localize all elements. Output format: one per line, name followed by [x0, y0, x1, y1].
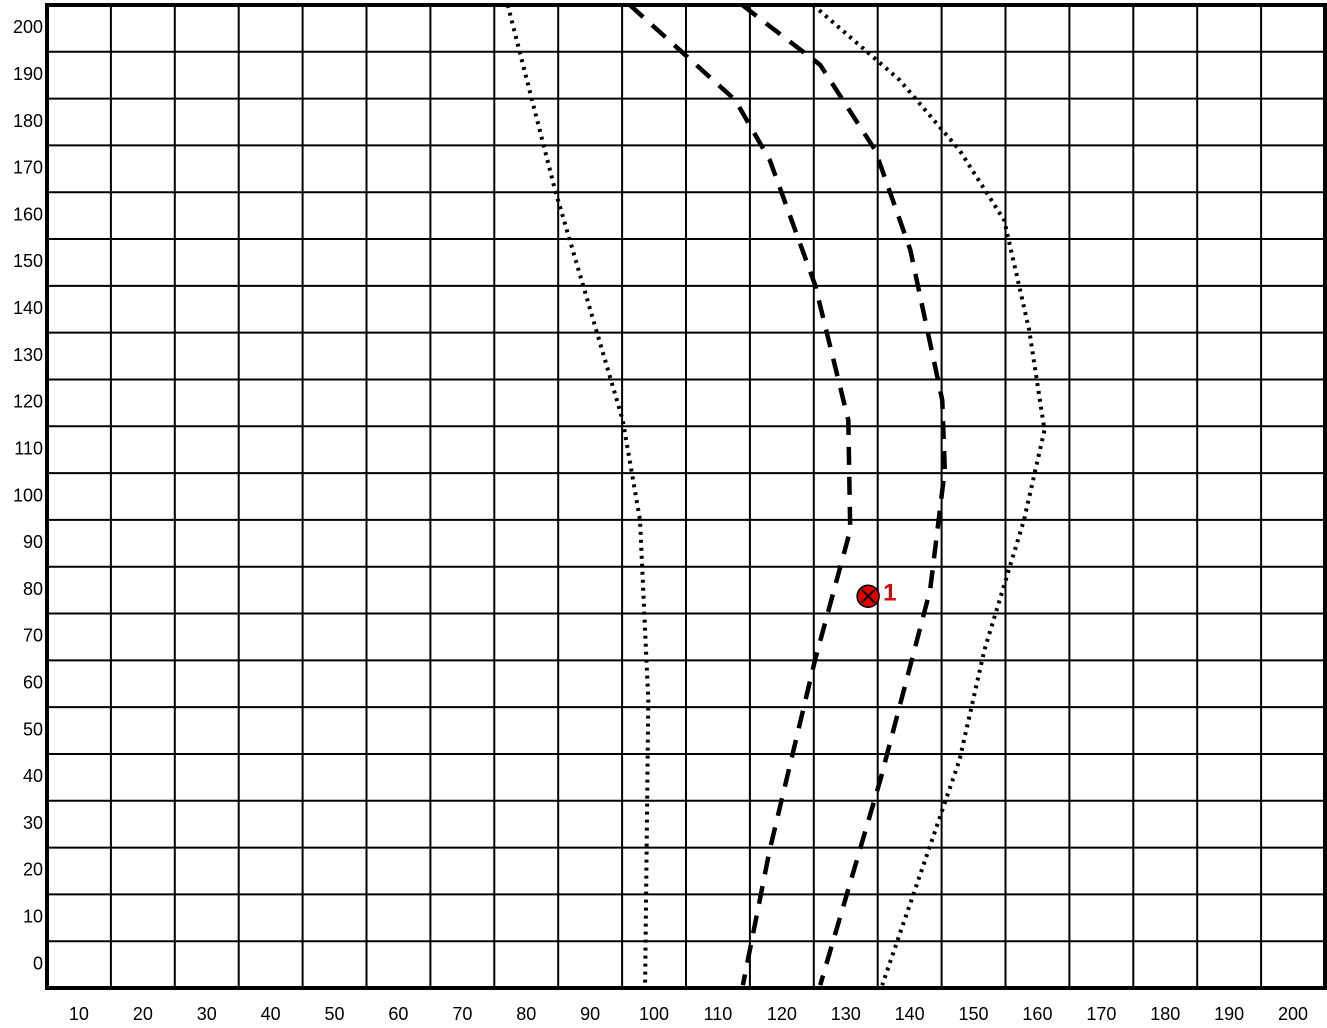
x-tick-label: 50	[325, 1004, 345, 1024]
plot-area	[505, 5, 1047, 986]
x-tick-label: 200	[1278, 1004, 1308, 1024]
x-tick-label: 10	[69, 1004, 89, 1024]
x-tick-label: 120	[767, 1004, 797, 1024]
x-tick-label: 150	[959, 1004, 989, 1024]
x-tick-label: 180	[1150, 1004, 1180, 1024]
x-tick-label: 80	[516, 1004, 536, 1024]
y-tick-label: 50	[23, 719, 43, 739]
curve	[811, 5, 1047, 986]
x-tick-label: 140	[895, 1004, 925, 1024]
x-tick-label: 40	[261, 1004, 281, 1024]
y-tick-label: 140	[13, 298, 43, 318]
x-tick-label: 160	[1022, 1004, 1052, 1024]
x-tick-label: 70	[452, 1004, 472, 1024]
x-tick-label: 90	[580, 1004, 600, 1024]
y-tick-label: 100	[13, 485, 43, 505]
y-tick-label: 40	[23, 766, 43, 786]
x-tick-label: 110	[704, 1004, 733, 1024]
y-tick-label: 10	[23, 907, 43, 927]
x-tick-label: 130	[831, 1004, 861, 1024]
x-tick-label: 30	[197, 1004, 217, 1024]
y-tick-label: 180	[13, 111, 43, 131]
y-tick-label: 150	[13, 251, 43, 271]
point-cross	[860, 588, 876, 604]
x-tick-label: 100	[639, 1004, 669, 1024]
y-tick-label: 190	[13, 64, 43, 84]
y-tick-label: 20	[23, 860, 43, 880]
curve	[505, 5, 651, 986]
curve	[740, 5, 948, 986]
x-tick-label: 20	[133, 1004, 153, 1024]
y-tick-label: 200	[13, 17, 43, 37]
x-tick-label: 170	[1086, 1004, 1116, 1024]
y-tick-label: 120	[13, 392, 43, 412]
y-tick-label: 160	[13, 204, 43, 224]
y-tick-label: 60	[23, 672, 43, 692]
y-tick-label: 0	[33, 953, 43, 973]
y-tick-label: 70	[23, 626, 43, 646]
y-tick-label: 90	[23, 532, 43, 552]
x-tick-label: 60	[388, 1004, 408, 1024]
y-tick-label: 110	[14, 438, 43, 458]
point-label: 1	[883, 580, 896, 607]
y-tick-label: 80	[23, 579, 43, 599]
y-tick-label: 170	[13, 158, 43, 178]
y-tick-label: 130	[13, 345, 43, 365]
plot-border	[45, 3, 1327, 990]
curve	[628, 5, 853, 986]
y-tick-label: 30	[23, 813, 43, 833]
x-tick-label: 190	[1214, 1004, 1244, 1024]
